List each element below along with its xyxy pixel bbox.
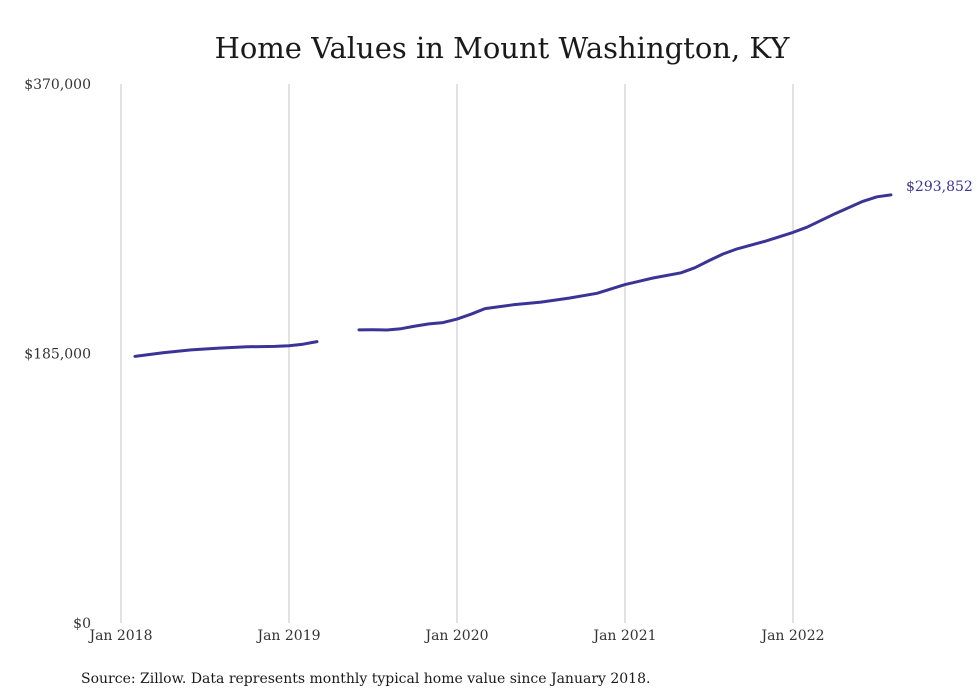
x-tick-label-3: Jan 2021 <box>591 628 656 644</box>
chart-title: Home Values in Mount Washington, KY <box>215 31 791 65</box>
home-value-line <box>133 193 893 358</box>
vertical-gridlines <box>120 84 794 623</box>
x-tick-label-4: Jan 2022 <box>759 628 824 644</box>
y-tick-label-1: $185,000 <box>24 347 91 363</box>
y-tick-label-2: $370,000 <box>24 77 91 93</box>
x-tick-label-2: Jan 2020 <box>423 628 488 644</box>
source-note: Source: Zillow. Data represents monthly … <box>81 671 650 687</box>
x-tick-label-1: Jan 2019 <box>255 628 320 644</box>
x-tick-label-0: Jan 2018 <box>87 628 152 644</box>
line-segment-0 <box>133 340 319 358</box>
line-segment-1 <box>357 193 893 332</box>
x-axis-ticks: Jan 2018 Jan 2019 Jan 2020 Jan 2021 Jan 2022 <box>87 628 824 644</box>
end-value-label: $293,852 <box>906 179 973 195</box>
y-axis-ticks: $0 $185,000 $370,000 <box>24 77 91 632</box>
y-tick-label-0: $0 <box>73 616 91 632</box>
